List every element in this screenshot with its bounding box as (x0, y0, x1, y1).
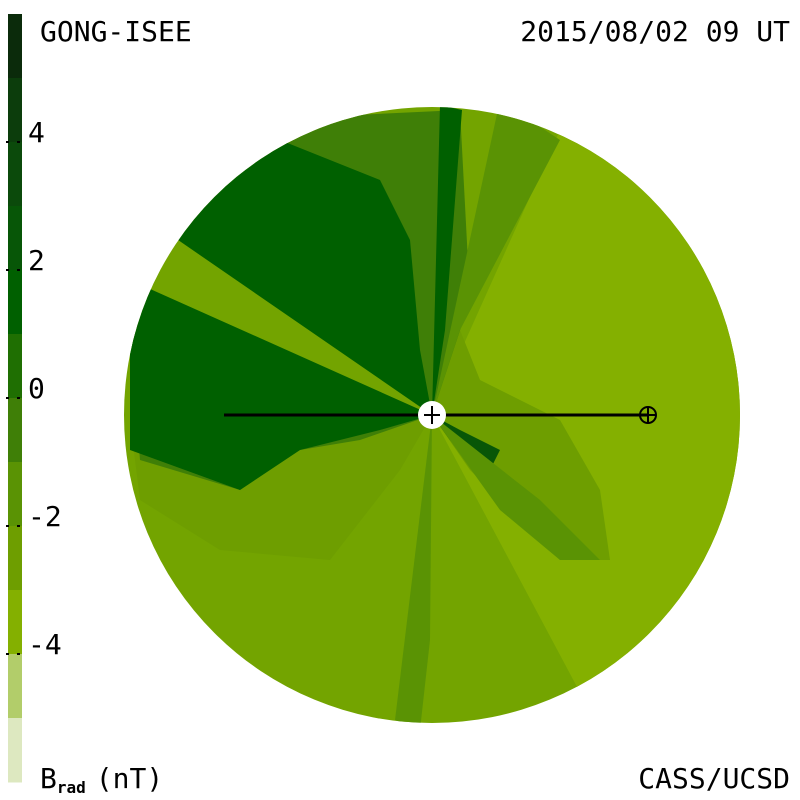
colorbar-band (8, 590, 22, 655)
colorbar-band (8, 462, 22, 527)
colorbar-tick-label: -2 (28, 500, 62, 533)
label-subscript: rad (57, 778, 86, 797)
solar-wind-map (124, 107, 740, 723)
label-unit: (nT) (96, 762, 163, 795)
colorbar: 4 2 0 -2 -4 (6, 14, 62, 783)
colorbar-band (8, 270, 22, 335)
colorbar-band (8, 398, 22, 463)
colorbar-tick-label: 2 (28, 244, 45, 277)
colorbar-tick-label: 0 (28, 372, 45, 405)
colorbar-label: Brad (nT) (40, 762, 163, 797)
colorbar-band (8, 654, 22, 719)
colorbar-tick-label: 4 (28, 116, 45, 149)
timestamp: 2015/08/02 09 UT (520, 15, 790, 48)
colorbar-band (8, 142, 22, 207)
credit: CASS/UCSD (638, 762, 790, 795)
colorbar-band (8, 78, 22, 143)
colorbar-band (8, 718, 22, 783)
colorbar-band (8, 526, 22, 591)
colorbar-band (8, 14, 22, 79)
colorbar-band (8, 334, 22, 399)
label-symbol: B (40, 762, 57, 795)
colorbar-tick-label: -4 (28, 628, 62, 661)
source: GONG-ISEE (40, 15, 192, 48)
colorbar-band (8, 206, 22, 271)
